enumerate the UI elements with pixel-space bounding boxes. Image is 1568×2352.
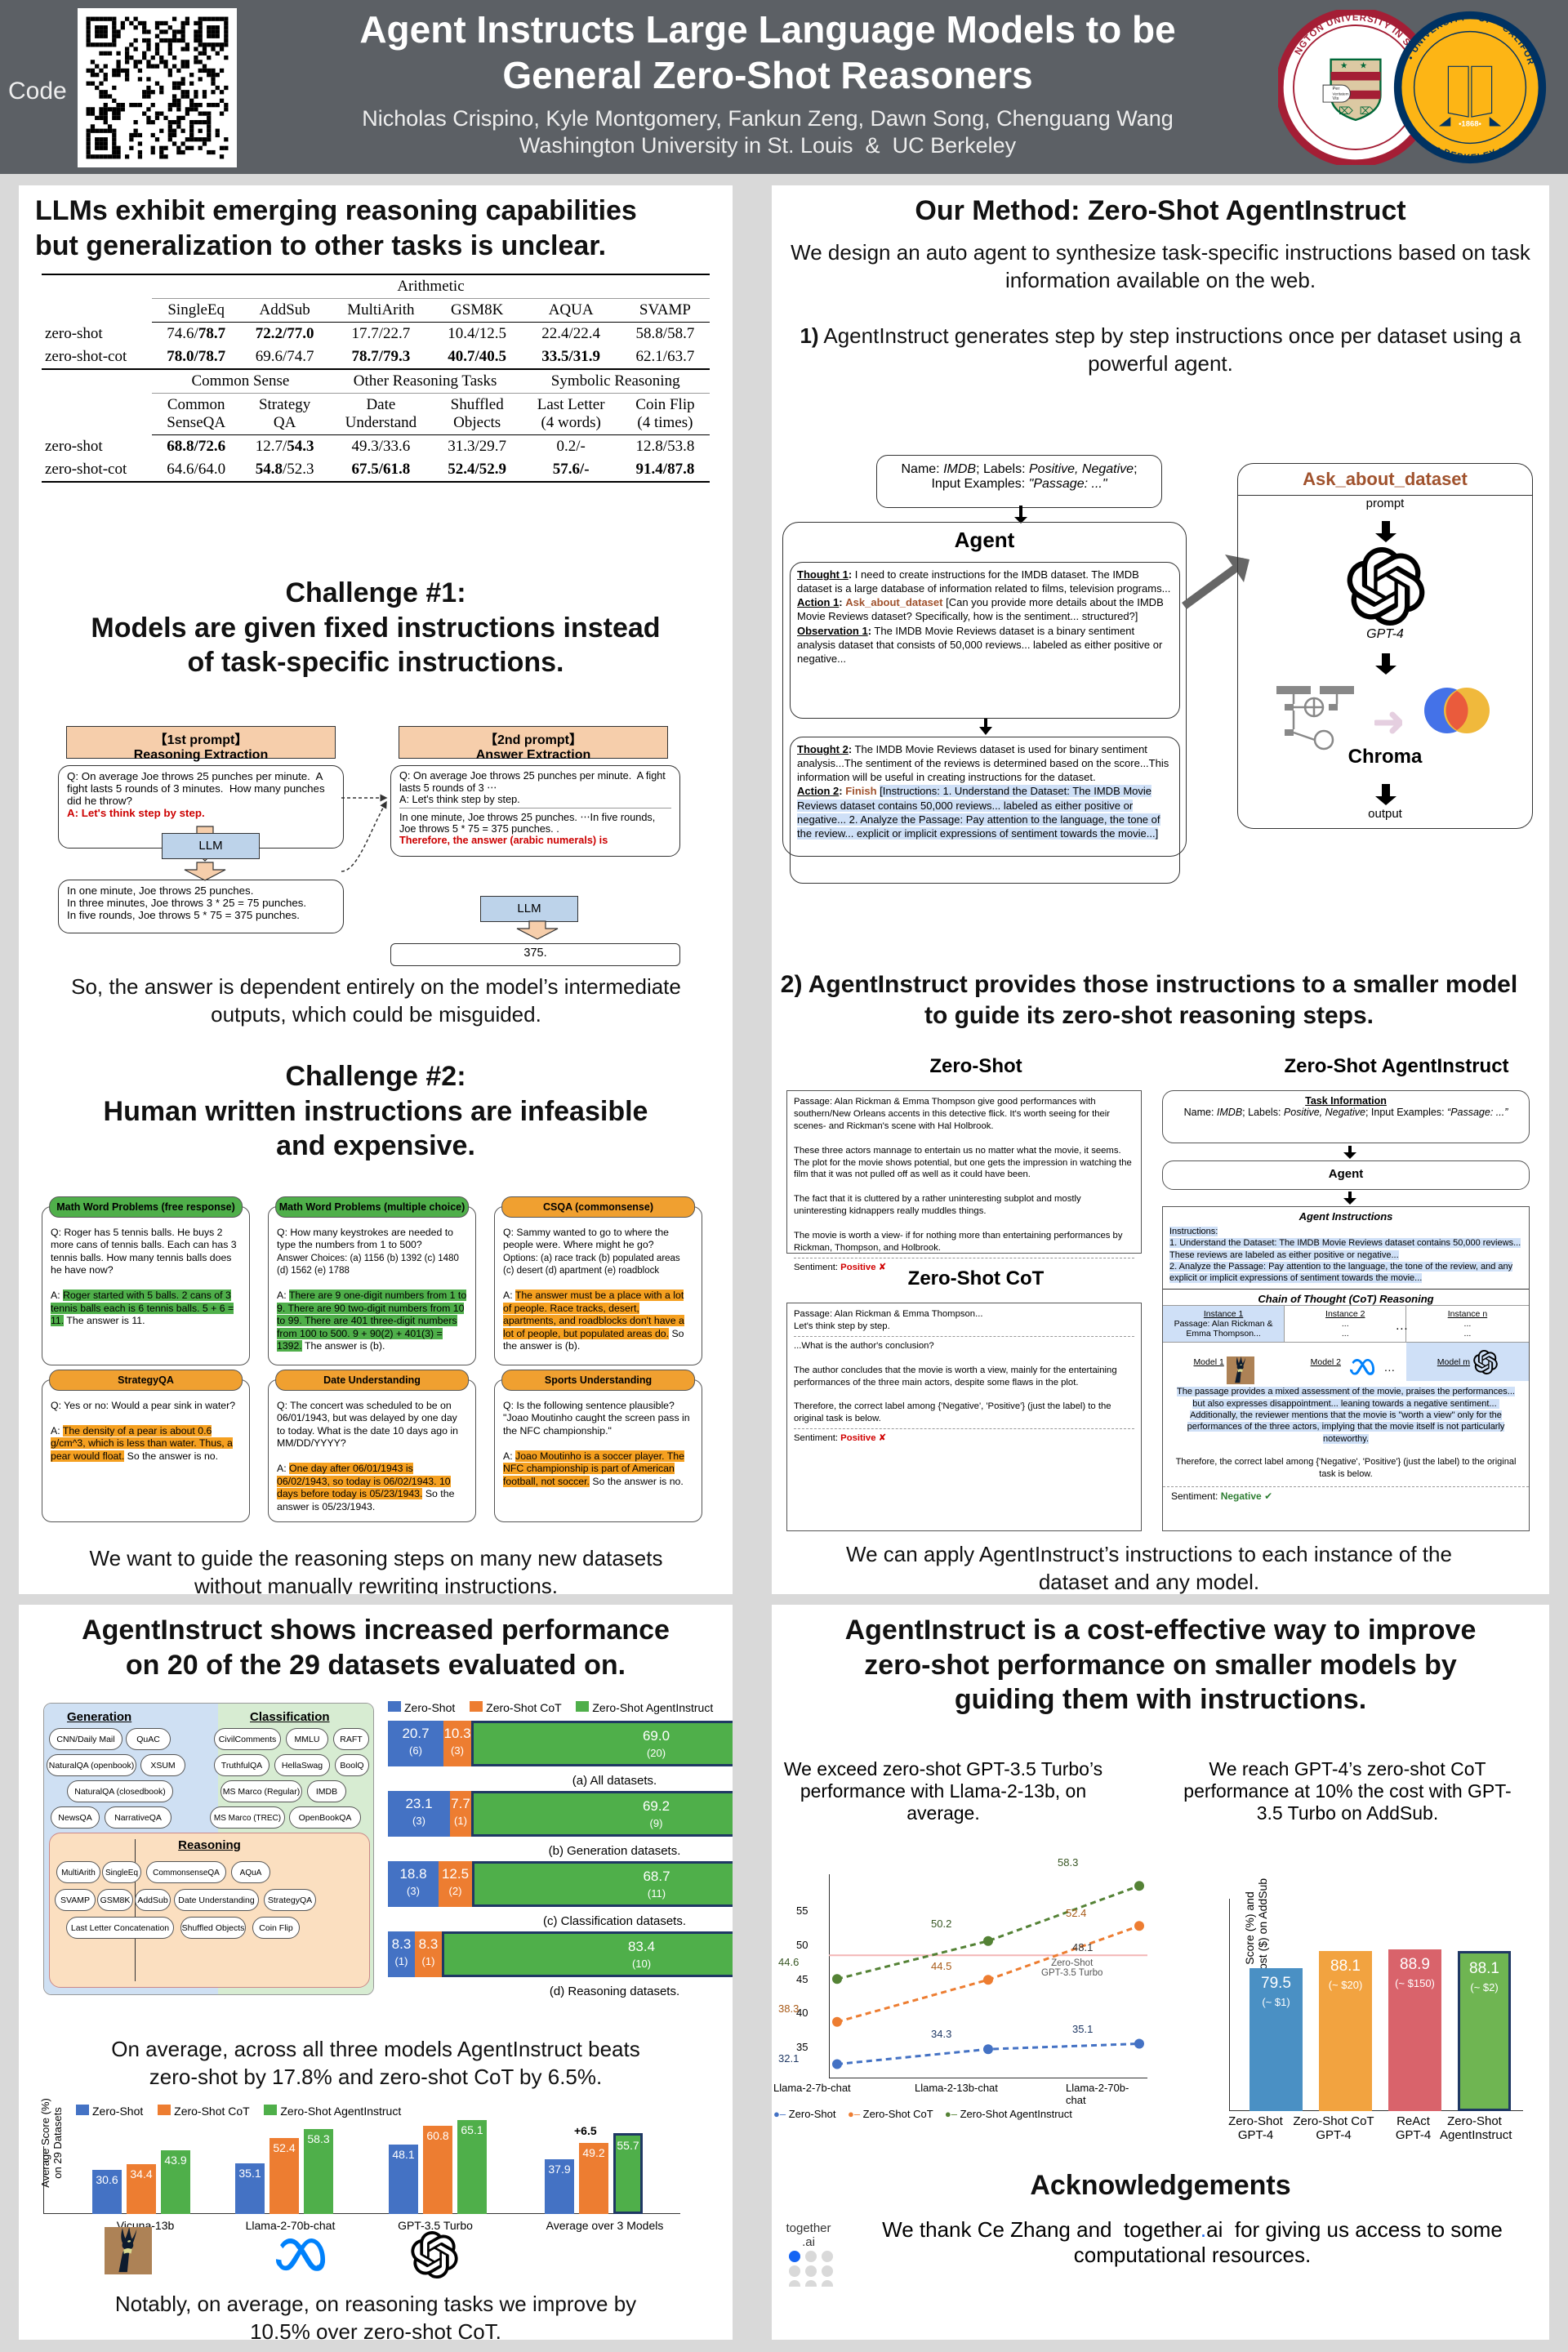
svg-text:★: ★ — [1340, 61, 1348, 70]
svg-text:Vis: Vis — [1333, 96, 1339, 101]
svg-text:★: ★ — [1360, 61, 1367, 70]
svg-text:★: ★ — [1465, 53, 1475, 65]
svg-text:Per: Per — [1333, 87, 1340, 91]
svg-text:⌦: ⌦ — [1360, 105, 1374, 117]
svg-text:•1868•: •1868• — [1459, 120, 1481, 129]
svg-text:⌦: ⌦ — [1339, 105, 1352, 117]
